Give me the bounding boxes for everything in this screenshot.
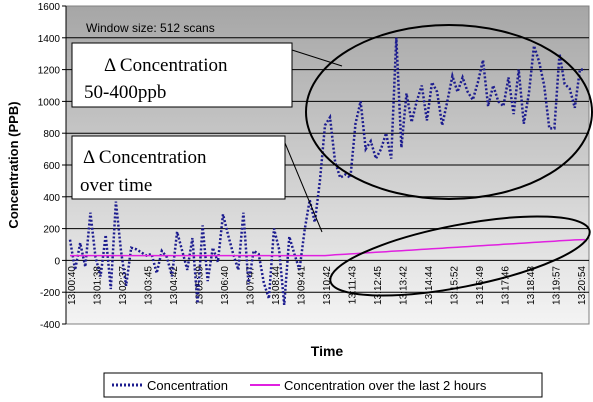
x-tick-label: 13:14:44	[424, 266, 435, 305]
callout-ellipse-top	[305, 24, 593, 200]
x-tick-label: 13:06:40	[220, 266, 231, 305]
x-tick-label: 13:04:42	[169, 266, 180, 305]
legend-label-concentration: Concentration	[147, 378, 228, 393]
window-size-annotation: Window size: 512 scans	[86, 21, 215, 35]
x-tick-label: 13:01:38	[93, 266, 104, 305]
series-line-1	[70, 238, 586, 257]
y-tick-label: 800	[43, 129, 60, 140]
x-tick-label: 13:09:41	[297, 266, 308, 305]
callout-1-line-2: 50-400ppb	[84, 82, 166, 103]
callout-2-box	[71, 135, 286, 200]
y-tick-label: 200	[43, 225, 60, 236]
x-tick-label: 13:05:39	[195, 266, 206, 305]
x-tick-label: 13:18:48	[526, 266, 537, 305]
y-tick-label: 1600	[38, 2, 61, 13]
x-tick-label: 13:03:45	[144, 266, 155, 305]
y-axis-title: Concentration (PPB)	[6, 101, 21, 228]
callout-ellipse-bottom	[329, 215, 591, 297]
callout-1-box	[71, 42, 293, 108]
callout-2-line-2: over time	[80, 175, 152, 196]
series-layer	[68, 37, 586, 306]
x-axis-title: Time	[311, 343, 344, 359]
x-tick-label: 13:12:45	[373, 266, 384, 305]
x-tick-label: 13:16:49	[475, 266, 486, 305]
y-tick-label: -200	[40, 288, 60, 299]
x-tick-label: 13:02:37	[118, 266, 129, 305]
x-tick-label: 13:15:52	[450, 266, 461, 305]
y-tick-label: -400	[40, 320, 60, 331]
callout-2-line-1: Δ Concentration	[83, 147, 207, 168]
y-tick-labels: -400 -200 0 200 400 600 800 1000 1200 1400 1600	[38, 2, 61, 331]
x-tick-label: 13:07:47	[246, 266, 257, 305]
x-tick-label: 13:13:42	[399, 266, 410, 305]
x-tick-labels: 13:00:40 13:01:38 13:02:37 13:03:45 13:04:42…	[67, 266, 588, 305]
y-tick-label: 1000	[38, 97, 61, 108]
callout-1-line-1: Δ Concentration	[104, 55, 228, 76]
y-tick-label: 600	[43, 161, 60, 172]
x-tick-label: 13:19:57	[552, 266, 563, 305]
x-tick-label: 13:20:54	[577, 266, 588, 305]
x-tick-label: 13:10:42	[322, 266, 333, 305]
y-tick-label: 0	[54, 256, 60, 267]
legend-box	[103, 372, 543, 398]
y-tick-label: 1400	[38, 34, 61, 45]
y-tick-label: 400	[43, 193, 60, 204]
callout-2-pointer	[284, 142, 323, 233]
x-tick-label: 13:11:43	[348, 266, 359, 305]
x-tick-label: 13:08:44	[271, 266, 282, 305]
legend-label-last-2-hours: Concentration over the last 2 hours	[284, 378, 487, 393]
series-line-0	[68, 37, 585, 306]
y-tick-label: 1200	[38, 66, 61, 77]
x-tick-label: 13:17:46	[501, 266, 512, 305]
x-tick-label: 13:00:40	[67, 266, 78, 305]
callout-1-pointer	[291, 49, 343, 67]
